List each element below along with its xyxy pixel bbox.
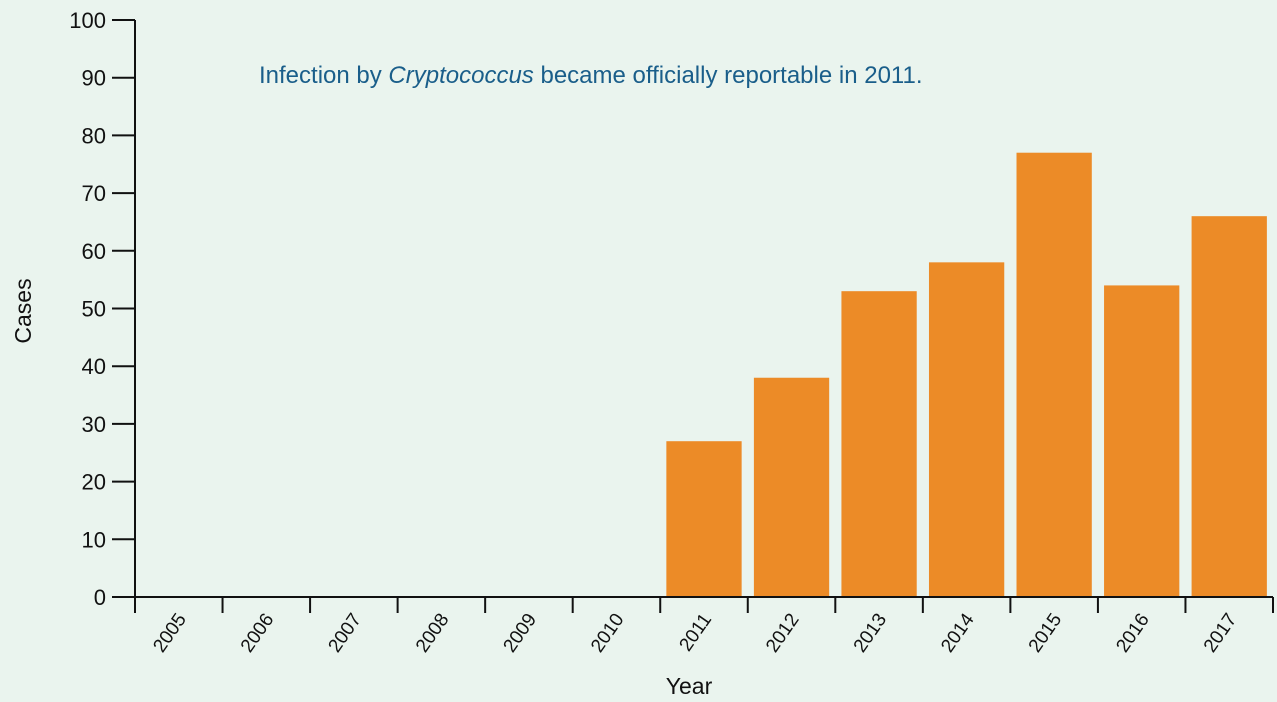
- bar-2015: [1016, 152, 1092, 597]
- bars-group: [666, 152, 1267, 597]
- y-tick-label: 90: [82, 66, 106, 91]
- y-tick-label: 100: [69, 8, 106, 33]
- bar-2016: [1104, 285, 1180, 597]
- bar-2017: [1191, 216, 1267, 597]
- y-tick-label: 10: [82, 527, 106, 552]
- y-tick-label: 30: [82, 412, 106, 437]
- annotation-part-3: became officially reportable in 2011.: [540, 62, 922, 89]
- y-tick-label: 80: [82, 123, 106, 148]
- y-tick-label: 60: [82, 239, 106, 264]
- bar-2013: [841, 291, 917, 597]
- y-tick-label: 40: [82, 354, 106, 379]
- x-axis-title: Year: [666, 673, 713, 699]
- y-tick-label: 70: [82, 181, 106, 206]
- y-axis-title: Cases: [10, 278, 36, 343]
- annotation-part-2: Cryptococcus: [388, 62, 533, 89]
- bar-2014: [928, 262, 1005, 597]
- bar-2012: [753, 377, 830, 597]
- annotation-part-1: Infection by: [259, 62, 388, 89]
- y-tick-label: 20: [82, 470, 106, 495]
- y-axis: 0 10 20 30 40 50 60 70 80 90 100: [69, 8, 136, 610]
- bar-2011: [666, 441, 742, 597]
- y-tick-label: 0: [94, 585, 106, 610]
- y-tick-label: 50: [82, 297, 106, 322]
- chart-annotation: Infection by Cryptococcus became officia…: [259, 62, 923, 89]
